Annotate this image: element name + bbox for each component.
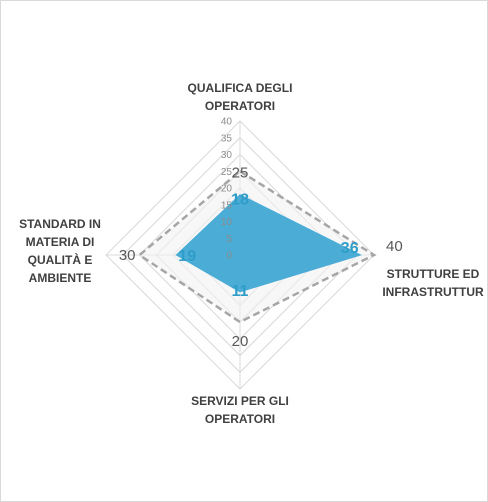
- category-label: OPERATORI: [205, 99, 275, 113]
- category-label: AMBIENTE: [29, 271, 92, 285]
- actual-value-label: 11: [232, 283, 249, 300]
- category-label: STANDARD IN: [19, 217, 101, 231]
- target-value-label: 20: [232, 333, 249, 350]
- target-value-label: 30: [119, 247, 136, 264]
- target-value-label: 40: [386, 238, 403, 255]
- actual-value-label: 18: [231, 192, 249, 209]
- tick-label: 0: [226, 251, 232, 262]
- target-value-label: 25: [232, 164, 249, 181]
- tick-label: 25: [221, 167, 233, 178]
- tick-label: 5: [226, 234, 232, 245]
- category-label: MATERIA DI: [26, 235, 95, 249]
- actual-value-label: 19: [178, 248, 196, 265]
- category-label: SERVIZI PER GLI: [191, 394, 289, 408]
- tick-label: 20: [221, 184, 233, 195]
- tick-label: 10: [221, 217, 233, 228]
- tick-label: 40: [221, 117, 233, 128]
- category-label: INFRASTRUTTUR: [382, 285, 484, 299]
- target-outline: [137, 169, 377, 324]
- tick-label: 35: [221, 133, 233, 144]
- tick-label: 15: [221, 200, 233, 211]
- tick-label: 30: [221, 150, 233, 161]
- actual-area: [175, 194, 362, 293]
- category-label: QUALITÀ E: [28, 252, 93, 267]
- category-label: STRUTTURE ED: [387, 267, 480, 281]
- actual-value-label: 36: [341, 240, 359, 257]
- category-label: QUALIFICA DEGLI: [188, 81, 293, 95]
- category-label: OPERATORI: [205, 412, 275, 426]
